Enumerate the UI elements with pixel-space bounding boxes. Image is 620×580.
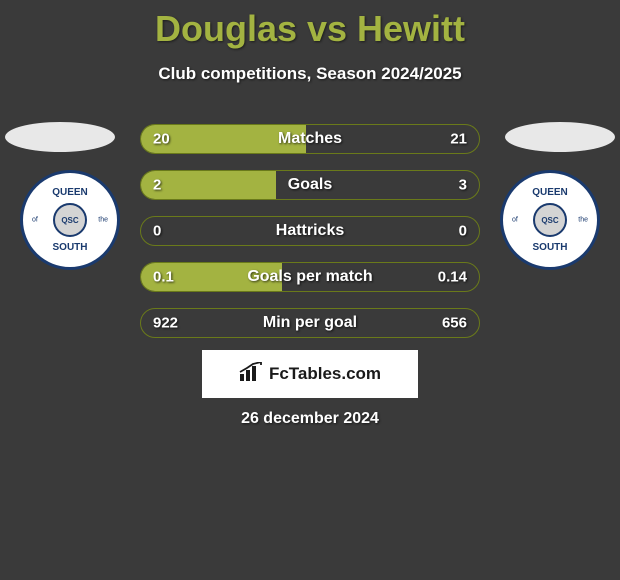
bar-label: Matches: [278, 130, 342, 148]
bar-label: Hattricks: [276, 222, 344, 240]
crest-center: QSC: [533, 203, 567, 237]
bar-label: Goals per match: [247, 268, 372, 286]
chart-icon: [239, 362, 263, 387]
stat-bar-row: 922 Min per goal 656: [140, 308, 480, 338]
bar-value-right: 3: [459, 177, 467, 194]
stat-bar-row: 0.1 Goals per match 0.14: [140, 262, 480, 292]
stat-bar-row: 0 Hattricks 0: [140, 216, 480, 246]
bar-value-left: 2: [153, 177, 161, 194]
bar-value-right: 0: [459, 223, 467, 240]
crest-text-bottom: SOUTH: [509, 242, 591, 253]
bar-value-left: 0: [153, 223, 161, 240]
bar-value-right: 656: [442, 315, 467, 332]
crest-text-right: the: [98, 217, 108, 224]
crest-text-left: of: [32, 217, 38, 224]
bar-value-right: 21: [450, 131, 467, 148]
brand-text: FcTables.com: [269, 364, 381, 384]
page-title: Douglas vs Hewitt: [0, 0, 620, 50]
bar-value-right: 0.14: [438, 269, 467, 286]
club-crest-left: QUEEN of QSC the SOUTH: [20, 170, 120, 270]
stat-bar-row: 20 Matches 21: [140, 124, 480, 154]
bar-value-left: 20: [153, 131, 170, 148]
page-subtitle: Club competitions, Season 2024/2025: [0, 64, 620, 84]
crest-text-right: the: [578, 217, 588, 224]
crest-text-top: QUEEN: [29, 187, 111, 198]
club-crest-right: QUEEN of QSC the SOUTH: [500, 170, 600, 270]
stat-bar-row: 2 Goals 3: [140, 170, 480, 200]
avatar-right: [505, 122, 615, 152]
crest-text-left: of: [512, 217, 518, 224]
date-text: 26 december 2024: [241, 410, 379, 428]
crest-text-bottom: SOUTH: [29, 242, 111, 253]
brand-box: FcTables.com: [202, 350, 418, 398]
stat-bars: 20 Matches 21 2 Goals 3 0 Hattricks 0 0.1 Goals pe…: [140, 124, 480, 354]
bar-value-left: 922: [153, 315, 178, 332]
bar-label: Min per goal: [263, 314, 357, 332]
bar-label: Goals: [288, 176, 332, 194]
bar-value-left: 0.1: [153, 269, 174, 286]
crest-text-top: QUEEN: [509, 187, 591, 198]
crest-center: QSC: [53, 203, 87, 237]
avatar-left: [5, 122, 115, 152]
